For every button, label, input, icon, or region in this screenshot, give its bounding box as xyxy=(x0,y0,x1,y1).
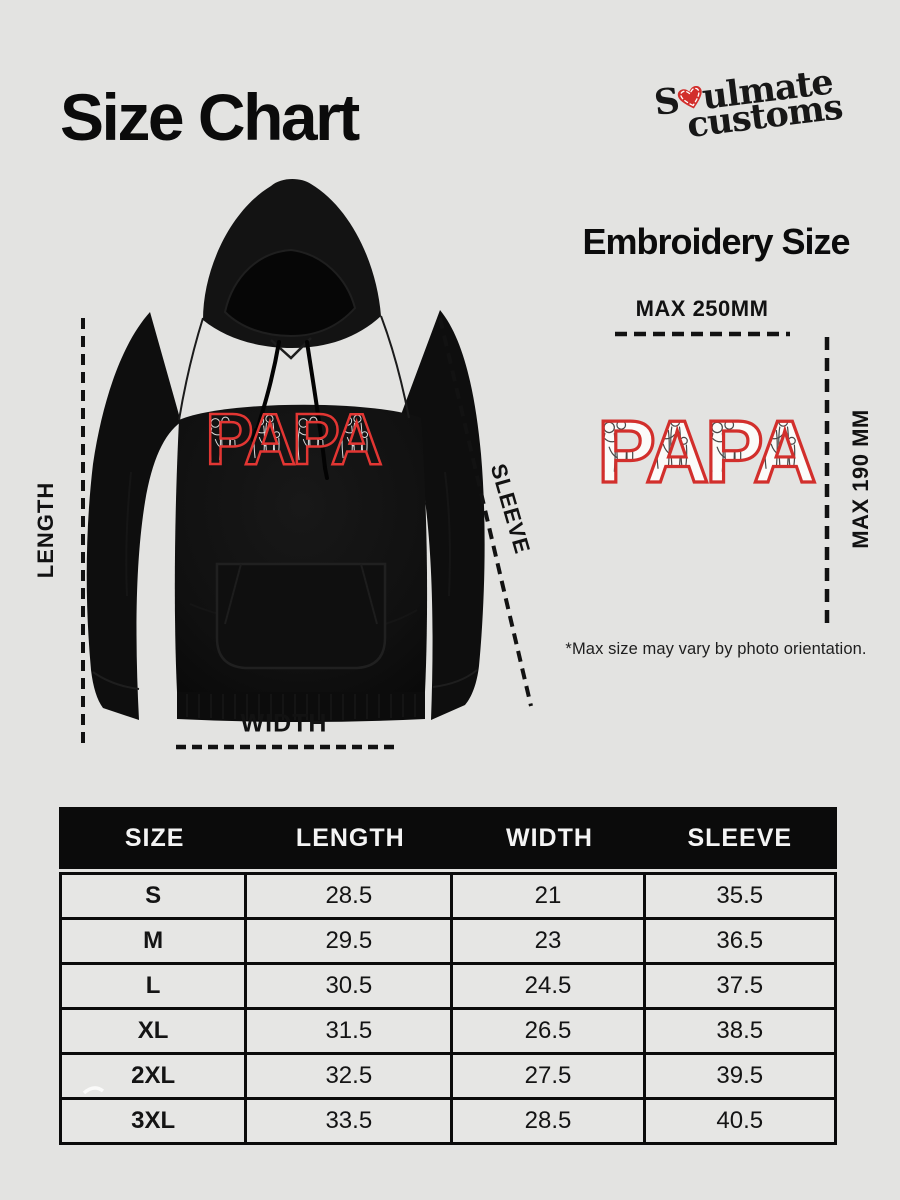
table-row: M 29.5 23 36.5 xyxy=(62,920,834,965)
table-cell-size: M xyxy=(62,920,248,962)
table-row: 3XL 33.5 28.5 40.5 xyxy=(62,1100,834,1142)
size-table: SIZE LENGTH WIDTH SLEEVE S 28.5 21 35.5 M 29.… xyxy=(59,807,837,1145)
table-cell-length: 30.5 xyxy=(247,965,454,1007)
table-cell-width: 27.5 xyxy=(453,1055,646,1097)
table-cell-size: 2XL xyxy=(62,1055,248,1097)
hoodie-embroidery: PAPA xyxy=(204,399,387,482)
length-label: LENGTH xyxy=(33,481,58,579)
hoodie-embroidery-text: PAPA xyxy=(205,400,381,480)
max-height-label: MAX 190 MM xyxy=(848,409,873,549)
table-cell-sleeve: 38.5 xyxy=(645,1010,834,1052)
max-width-label: MAX 250MM xyxy=(635,296,769,321)
table-cell-length: 33.5 xyxy=(247,1100,454,1142)
col-header-width: WIDTH xyxy=(506,823,593,852)
col-header-size: SIZE xyxy=(124,823,185,852)
table-row: L 30.5 24.5 37.5 xyxy=(62,965,834,1010)
embroidery-footnote: *Max size may vary by photo orientation. xyxy=(565,640,867,658)
table-cell-width: 21 xyxy=(453,875,646,917)
table-cell-length: 32.5 xyxy=(247,1055,454,1097)
hoodie-pocket xyxy=(215,562,387,670)
hoodie-hood xyxy=(203,178,381,360)
table-cell-width: 24.5 xyxy=(453,965,646,1007)
table-cell-size: S xyxy=(62,875,248,917)
size-table-body: S 28.5 21 35.5 M 29.5 23 36.5 L 30.5 24.5 37.5 XL 31.… xyxy=(59,872,837,1145)
table-cell-width: 26.5 xyxy=(453,1010,646,1052)
heart-icon xyxy=(674,79,707,110)
table-cell-width: 28.5 xyxy=(453,1100,646,1142)
table-cell-size: L xyxy=(62,965,248,1007)
table-cell-length: 31.5 xyxy=(247,1010,454,1052)
table-cell-length: 29.5 xyxy=(247,920,454,962)
table-cell-sleeve: 37.5 xyxy=(645,965,834,1007)
table-cell-size: 3XL xyxy=(62,1100,248,1142)
hoodie-illustration: PAPA xyxy=(86,178,485,722)
embroidery-sample-outline: PAPA xyxy=(597,408,815,496)
table-cell-sleeve: 39.5 xyxy=(645,1055,834,1097)
table-cell-size: XL xyxy=(62,1010,248,1052)
embroidery-sample-graphic: PAPA PAPA PAPA xyxy=(596,408,821,496)
table-cell-width: 23 xyxy=(453,920,646,962)
table-cell-sleeve: 40.5 xyxy=(645,1100,834,1142)
width-label: WIDTH xyxy=(240,709,328,738)
table-row: 2XL 32.5 27.5 39.5 xyxy=(62,1055,834,1100)
table-cell-sleeve: 36.5 xyxy=(645,920,834,962)
table-row: S 28.5 21 35.5 xyxy=(62,875,834,920)
table-cell-length: 28.5 xyxy=(247,875,454,917)
table-cell-sleeve: 35.5 xyxy=(645,875,834,917)
size-table-header: SIZE LENGTH WIDTH SLEEVE xyxy=(59,807,837,869)
table-row: XL 31.5 26.5 38.5 xyxy=(62,1010,834,1055)
embroidery-sample-fill: PAPA xyxy=(597,408,815,496)
col-header-length: LENGTH xyxy=(295,823,405,852)
hoodie-hem xyxy=(177,692,425,722)
col-header-sleeve: SLEEVE xyxy=(687,823,793,852)
embroidery-size-heading: Embroidery Size xyxy=(582,221,850,262)
page-title: Size Chart xyxy=(60,80,360,154)
